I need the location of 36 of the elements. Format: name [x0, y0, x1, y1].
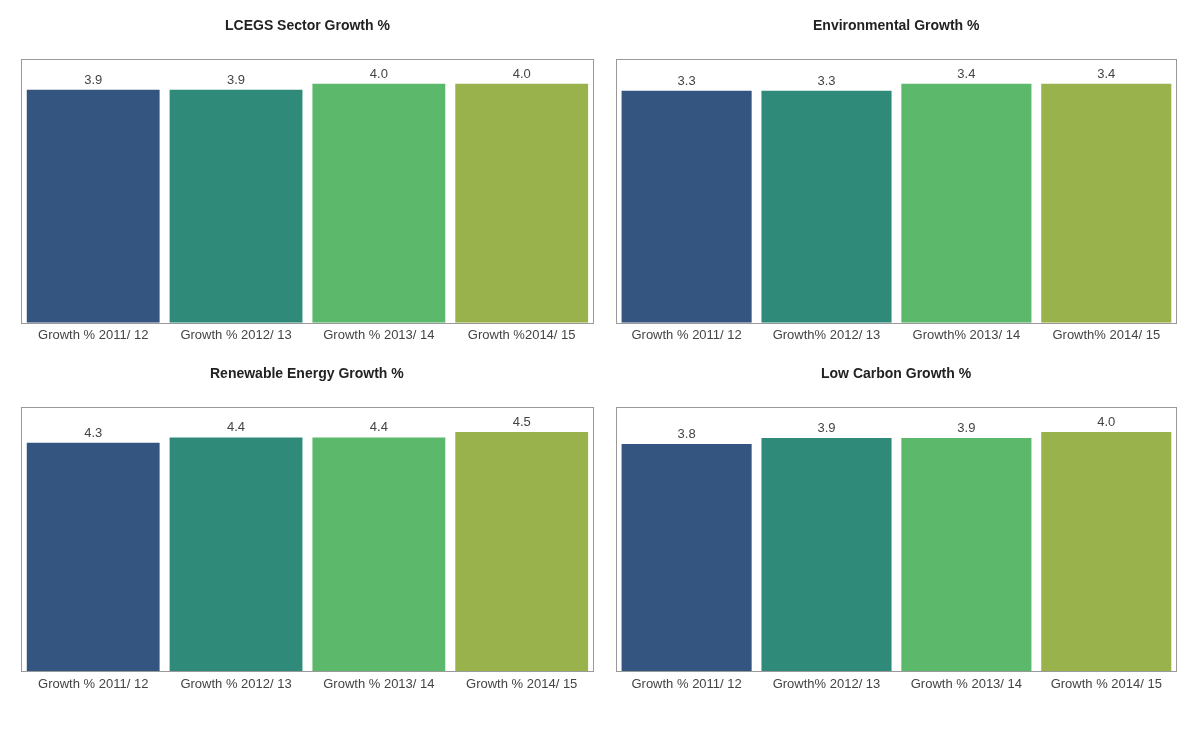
x-tick-label: Growth% 2012/ 13 [772, 327, 881, 343]
x-tick-label: Growth % 2013/ 14 [323, 675, 435, 691]
data-label: 3.8 [677, 426, 696, 442]
data-label: 3.9 [226, 71, 246, 87]
x-tick-label: Growth % 2013/ 14 [323, 327, 435, 343]
data-label: 3.9 [957, 420, 976, 436]
data-label: 4.0 [369, 65, 388, 81]
x-tick-label: Growth %2014/ 15 [467, 327, 576, 343]
x-tick-label: Growth % 2011/ 12 [631, 327, 742, 343]
x-tick-label: Growth % 2014/ 15 [1050, 675, 1162, 691]
x-tick-label: Growth% 2012/ 13 [772, 675, 881, 691]
x-tick-label: Growth % 2014/ 15 [466, 675, 578, 691]
x-tick-label: Growth % 2011/ 12 [631, 675, 742, 691]
chart-title: LCEGS Sector Growth % [225, 17, 391, 33]
chart-title: Renewable Energy Growth % [210, 365, 405, 381]
data-label: 3.3 [817, 72, 836, 88]
x-tick-label: Growth % 2011/ 12 [38, 675, 149, 691]
x-tick-label: Growth% 2014/ 15 [1052, 327, 1161, 343]
data-label: 4.3 [84, 424, 103, 440]
x-tick-label: Growth % 2011/ 12 [38, 327, 149, 343]
x-tick-label: Growth% 2013/ 14 [912, 327, 1021, 343]
data-label: 4.4 [369, 419, 388, 435]
data-label: 3.3 [677, 72, 696, 88]
data-label: 3.9 [84, 71, 103, 87]
data-label: 3.4 [1097, 65, 1116, 81]
x-tick-label: Growth % 2012/ 13 [180, 675, 292, 691]
chart-title: Low Carbon Growth % [821, 365, 972, 381]
x-tick-label: Growth % 2013/ 14 [910, 675, 1023, 691]
data-label: 3.4 [957, 65, 976, 81]
x-tick-label: Growth % 2012/ 13 [180, 327, 292, 343]
chart-title: Environmental Growth % [813, 17, 981, 33]
data-label: 4.4 [226, 419, 246, 435]
data-label: 4.5 [512, 414, 531, 430]
data-label: 3.9 [817, 420, 836, 436]
data-label: 4.0 [512, 65, 531, 81]
data-label: 4.0 [1097, 414, 1116, 430]
